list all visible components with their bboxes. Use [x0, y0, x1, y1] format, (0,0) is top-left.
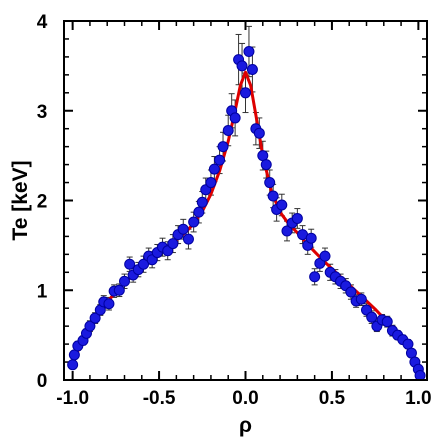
x-tick-label: 1.0	[405, 388, 431, 409]
data-point	[243, 46, 255, 58]
data-point	[229, 112, 241, 124]
data-point	[319, 250, 331, 262]
x-tick-label: -1.0	[56, 388, 89, 409]
data-point	[177, 223, 189, 235]
data-point	[381, 316, 393, 328]
data-point	[222, 124, 234, 136]
data-point	[167, 238, 179, 250]
y-tick-label: 4	[37, 12, 48, 33]
data-point	[281, 225, 293, 237]
data-point	[309, 271, 321, 283]
x-tick-label: 0.5	[319, 388, 346, 409]
data-points	[67, 46, 426, 382]
data-point	[355, 293, 367, 305]
data-point	[345, 286, 357, 298]
plot-area	[63, 20, 428, 382]
data-point	[276, 199, 288, 211]
y-tick-label: 3	[37, 102, 48, 123]
plot-frame	[63, 20, 428, 381]
data-point	[214, 154, 226, 166]
data-point	[138, 258, 150, 270]
y-tick-label: 1	[37, 281, 48, 302]
data-point	[113, 284, 125, 296]
data-point	[119, 275, 130, 287]
data-point	[260, 159, 272, 171]
data-point	[103, 298, 115, 310]
data-point	[188, 216, 200, 228]
data-point	[217, 141, 229, 153]
data-point	[267, 190, 279, 202]
data-point	[89, 312, 101, 324]
data-point	[366, 311, 378, 323]
data-point	[240, 87, 251, 99]
data-point	[182, 233, 194, 245]
y-tick-label: 0	[37, 371, 48, 392]
data-point	[196, 196, 208, 208]
y-axis-label: Te [keV]	[9, 160, 32, 240]
data-point	[124, 258, 136, 270]
y-tick-label: 2	[37, 192, 48, 213]
data-point	[253, 127, 265, 139]
data-point	[208, 163, 220, 175]
data-point	[246, 63, 258, 75]
data-point	[205, 177, 217, 189]
fit-curve	[71, 70, 424, 377]
x-axis-label: ρ	[239, 414, 252, 437]
data-point	[305, 232, 317, 244]
data-point	[67, 359, 79, 371]
data-point	[291, 212, 303, 224]
tick-labels: -1.0 -0.5 0.0 0.5 1.0 0 1 2 3 4	[37, 12, 431, 409]
x-tick-label: 0.0	[232, 388, 258, 409]
data-point	[193, 206, 205, 218]
data-point	[264, 177, 276, 189]
data-point	[236, 60, 248, 72]
data-point	[84, 320, 96, 332]
x-tick-label: -0.5	[143, 388, 176, 409]
error-bars	[69, 25, 424, 379]
